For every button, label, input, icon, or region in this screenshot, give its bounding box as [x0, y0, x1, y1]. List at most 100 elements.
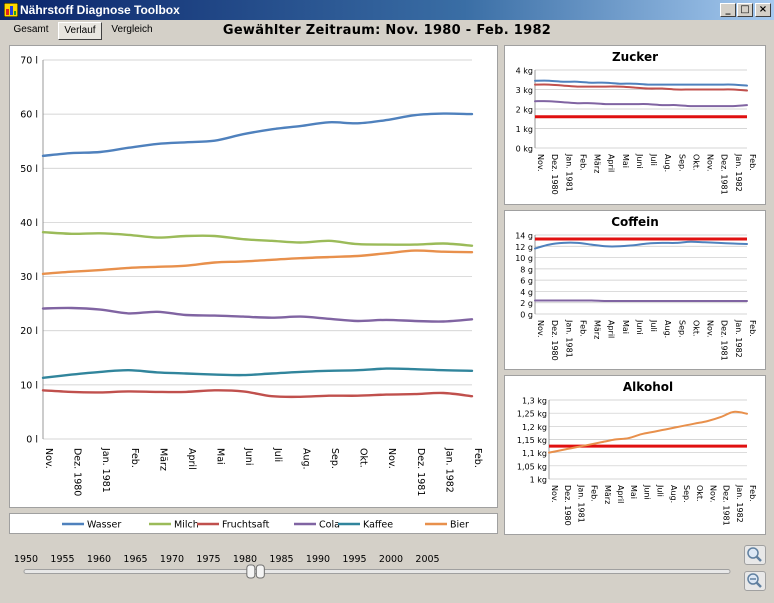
x-tick-label: Nov.: [536, 154, 545, 172]
x-tick-label: Jan. 1982: [734, 319, 743, 358]
x-tick-label: Feb.: [748, 485, 757, 502]
x-tick-label: Juni: [635, 153, 644, 169]
y-tick-label: 10 g: [515, 254, 533, 263]
series-line: [41, 389, 474, 399]
x-tick-label: Aug.: [663, 154, 672, 172]
series-line: [41, 112, 474, 158]
tab-gesamt[interactable]: Gesamt: [13, 24, 49, 35]
y-tick-label: 10 l: [20, 380, 38, 391]
x-tick-label: Dez. 1980: [550, 320, 559, 361]
series-line: [41, 249, 474, 276]
legend-label: Fruchtsaft: [222, 520, 270, 531]
x-tick-label: Feb.: [578, 154, 587, 171]
y-tick-label: 2 g: [520, 299, 533, 308]
series-line: [548, 410, 748, 454]
x-tick-label: Aug.: [669, 485, 678, 503]
x-tick-label: Dez. 1981: [415, 448, 426, 496]
x-tick-label: Aug.: [300, 448, 311, 470]
main-chart-legend: Wasser Milch Fruchtsaft Cola Kaffee Bier: [9, 513, 498, 534]
y-tick-label: 1,25 kg: [517, 410, 547, 419]
x-tick-label: Mai: [621, 154, 630, 168]
timeline-year-label: 2000: [379, 554, 403, 565]
coffein-chart-panel: Coffein 0 g 2 g 4 g 6 g 8 g 10 g 12 g 14 g Nov. De…: [504, 210, 766, 370]
x-tick-label: Juni: [243, 447, 254, 465]
x-tick-label: Okt.: [691, 154, 700, 171]
minimize-button[interactable]: _: [720, 3, 736, 17]
x-tick-label: Jan. 1981: [576, 484, 585, 523]
main-line-chart: 0 l 10 l 20 l 30 l 40 l 50 l 60 l 70 l Nov. Dez. …: [20, 56, 483, 497]
y-tick-label: 0 kg: [516, 145, 533, 154]
x-tick-label: Okt.: [695, 485, 704, 502]
chart-title: Zucker: [612, 50, 658, 64]
timeline-track: [23, 569, 731, 574]
x-tick-label: Sep.: [329, 448, 340, 469]
zoom-in-icon: [747, 547, 762, 562]
tab-vergleich[interactable]: Vergleich: [111, 24, 153, 35]
legend-label: Cola: [319, 520, 340, 531]
x-tick-label: Feb.: [748, 320, 757, 337]
timeline-year-label: 1965: [123, 554, 147, 565]
x-tick-label: Nov.: [386, 448, 397, 469]
selected-range-title: Gewählter Zeitraum: Nov. 1980 - Feb. 198…: [222, 23, 552, 38]
x-tick-label: Aug.: [663, 320, 672, 338]
x-tick-label: März: [593, 320, 602, 339]
close-button[interactable]: ×: [755, 3, 771, 17]
y-tick-label: 50 l: [20, 164, 38, 175]
y-tick-label: 0 g: [520, 311, 533, 320]
y-tick-label: 1,05 kg: [517, 462, 547, 471]
x-tick-label: Dez. 1980: [72, 448, 83, 496]
y-tick-label: 1,2 kg: [522, 423, 547, 432]
x-tick-label: Dez. 1980: [550, 154, 559, 195]
y-tick-label: 20 l: [20, 326, 38, 337]
timeline-slider[interactable]: 1950 1955 1960 1965 1970 1975 1980 1985 1990 1995…: [0, 540, 740, 599]
timeline-year-label: 1990: [306, 554, 330, 565]
x-tick-label: Juli: [656, 484, 665, 497]
x-tick-label: Nov.: [43, 448, 54, 469]
y-tick-label: 1 kg: [516, 125, 533, 134]
tab-verlauf[interactable]: Verlauf: [58, 22, 102, 40]
coffein-chart: Coffein 0 g 2 g 4 g 6 g 8 g 10 g 12 g 14 g Nov. De…: [515, 215, 757, 361]
window-title: Nährstoff Diagnose Toolbox: [20, 3, 180, 17]
timeline-year-label: 1995: [342, 554, 366, 565]
zucker-chart-panel: Zucker 0 kg 1 kg 2 kg 3 kg 4 kg Nov. Dez. 1980 J…: [504, 45, 766, 205]
timeline-year-label: 1975: [196, 554, 220, 565]
legend-label: Bier: [450, 520, 469, 531]
title-bar: Nährstoff Diagnose Toolbox: [0, 0, 774, 20]
x-tick-label: Mai: [215, 448, 226, 465]
x-tick-label: Dez. 1980: [563, 485, 572, 526]
x-tick-label: Jan. 1981: [100, 447, 111, 493]
timeline-range-handle[interactable]: [246, 564, 256, 579]
timeline-year-label: 2005: [415, 554, 439, 565]
y-tick-label: 0 l: [26, 435, 38, 446]
x-tick-label: März: [593, 154, 602, 173]
x-tick-label: Feb.: [590, 485, 599, 502]
zoom-reset-button[interactable]: [744, 571, 766, 591]
series-line: [534, 299, 748, 303]
x-tick-label: Juli: [649, 319, 658, 332]
maximize-button[interactable]: □: [737, 3, 753, 17]
legend-label: Milch: [174, 520, 199, 531]
x-tick-label: Sep.: [677, 154, 686, 172]
zoom-reset-icon: [747, 573, 762, 588]
x-tick-label: Juni: [635, 319, 644, 335]
legend-label: Kaffee: [363, 520, 393, 531]
zoom-in-button[interactable]: [744, 545, 766, 565]
y-tick-label: 1,15 kg: [517, 436, 547, 445]
series-line: [41, 230, 474, 247]
x-tick-label: April: [616, 485, 625, 503]
y-tick-label: 1,1 kg: [522, 449, 547, 458]
x-tick-label: Mai: [621, 320, 630, 334]
x-tick-label: Mai: [629, 485, 638, 499]
x-tick-label: Okt.: [358, 448, 369, 468]
timeline-range-handle[interactable]: [255, 564, 265, 579]
alkohol-chart-panel: Alkohol 1 kg 1,05 kg 1,1 kg 1,15 kg 1,2 kg 1,2…: [504, 375, 766, 535]
y-tick-label: 60 l: [20, 110, 38, 121]
x-tick-label: April: [186, 448, 197, 470]
x-tick-label: Juli: [272, 447, 283, 462]
x-tick-label: Jan. 1981: [564, 153, 573, 192]
x-tick-label: Jan. 1982: [735, 484, 744, 523]
zucker-chart: Zucker 0 kg 1 kg 2 kg 3 kg 4 kg Nov. Dez. 1980 J…: [516, 50, 757, 195]
timeline-year-label: 1955: [50, 554, 74, 565]
x-tick-label: Nov.: [708, 485, 717, 503]
x-tick-label: Dez. 1981: [722, 485, 731, 526]
